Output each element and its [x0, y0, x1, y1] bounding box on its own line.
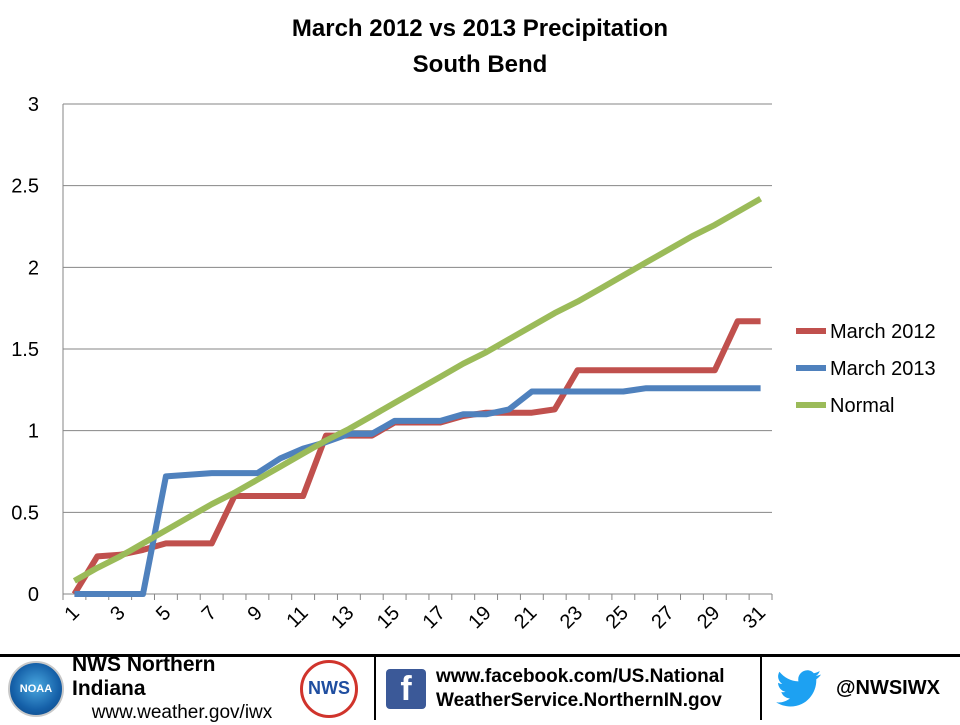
x-tick-label: 9 — [244, 602, 267, 625]
x-tick-label: 19 — [464, 602, 495, 633]
series-line-normal — [72, 196, 763, 584]
twitter-icon[interactable] — [776, 669, 822, 708]
nws-logo: NWS — [300, 659, 358, 718]
x-tick-label: 15 — [373, 602, 404, 633]
y-tick-label: 2 — [28, 257, 39, 279]
nws-website-link[interactable]: www.weather.gov/iwx — [91, 701, 273, 723]
facebook-url-line2: WeatherService.NorthernIN.gov — [436, 689, 722, 711]
y-tick-label: 0 — [28, 584, 39, 606]
facebook-link[interactable]: www.facebook.com/US.National WeatherServ… — [436, 665, 725, 713]
precipitation-chart: March 2012 vs 2013 Precipitation South B… — [11, 15, 936, 633]
gridlines — [63, 103, 772, 595]
series-line-march-2012 — [71, 318, 761, 596]
x-tick-label: 27 — [647, 602, 678, 633]
legend: March 2012 March 2013 Normal — [796, 321, 936, 417]
facebook-url-line1: www.facebook.com/US.National — [436, 665, 725, 687]
x-tick-label: 7 — [198, 602, 221, 625]
y-tick-label: 1 — [28, 421, 39, 443]
x-tick-label: 17 — [419, 602, 450, 633]
twitter-panel: @NWSIWX — [762, 657, 960, 720]
x-tick-label: 29 — [693, 602, 724, 633]
y-tick-label: 2.5 — [11, 176, 39, 198]
legend-label: March 2012 — [830, 321, 936, 343]
x-tick-label: 23 — [556, 602, 587, 633]
x-tick-label: 25 — [602, 602, 633, 633]
nws-text: NWS Northern Indiana www.weather.gov/iwx — [72, 653, 292, 725]
legend-label: March 2013 — [830, 358, 936, 380]
y-tick-label: 1.5 — [11, 339, 39, 361]
x-tick-label: 13 — [327, 602, 358, 633]
facebook-panel: f www.facebook.com/US.National WeatherSe… — [376, 657, 762, 720]
x-tick-label: 31 — [739, 602, 770, 633]
chart-title: March 2012 vs 2013 Precipitation — [292, 15, 668, 42]
nws-panel: NOAA NWS Northern Indiana www.weather.go… — [0, 653, 376, 723]
series-line-march-2013 — [74, 385, 761, 597]
legend-label: Normal — [830, 395, 894, 417]
y-tick-label: 0.5 — [11, 502, 39, 524]
x-tick-label: 21 — [510, 602, 541, 633]
chart-subtitle: South Bend — [413, 51, 548, 78]
facebook-icon[interactable]: f — [386, 668, 426, 709]
nws-office-name: NWS Northern Indiana — [72, 652, 216, 700]
chart-area: March 2012 vs 2013 Precipitation South B… — [11, 15, 936, 633]
series-lines — [71, 196, 763, 597]
x-tick-label: 5 — [152, 602, 175, 625]
y-tick-label: 3 — [28, 94, 39, 116]
x-tick-label: 3 — [106, 602, 129, 625]
footer-bar: NOAA NWS Northern Indiana www.weather.go… — [0, 653, 960, 723]
x-tick-label: 1 — [61, 602, 84, 625]
x-tick-label: 11 — [282, 602, 312, 632]
twitter-handle[interactable]: @NWSIWX — [836, 677, 940, 699]
noaa-logo: NOAA — [8, 660, 64, 717]
